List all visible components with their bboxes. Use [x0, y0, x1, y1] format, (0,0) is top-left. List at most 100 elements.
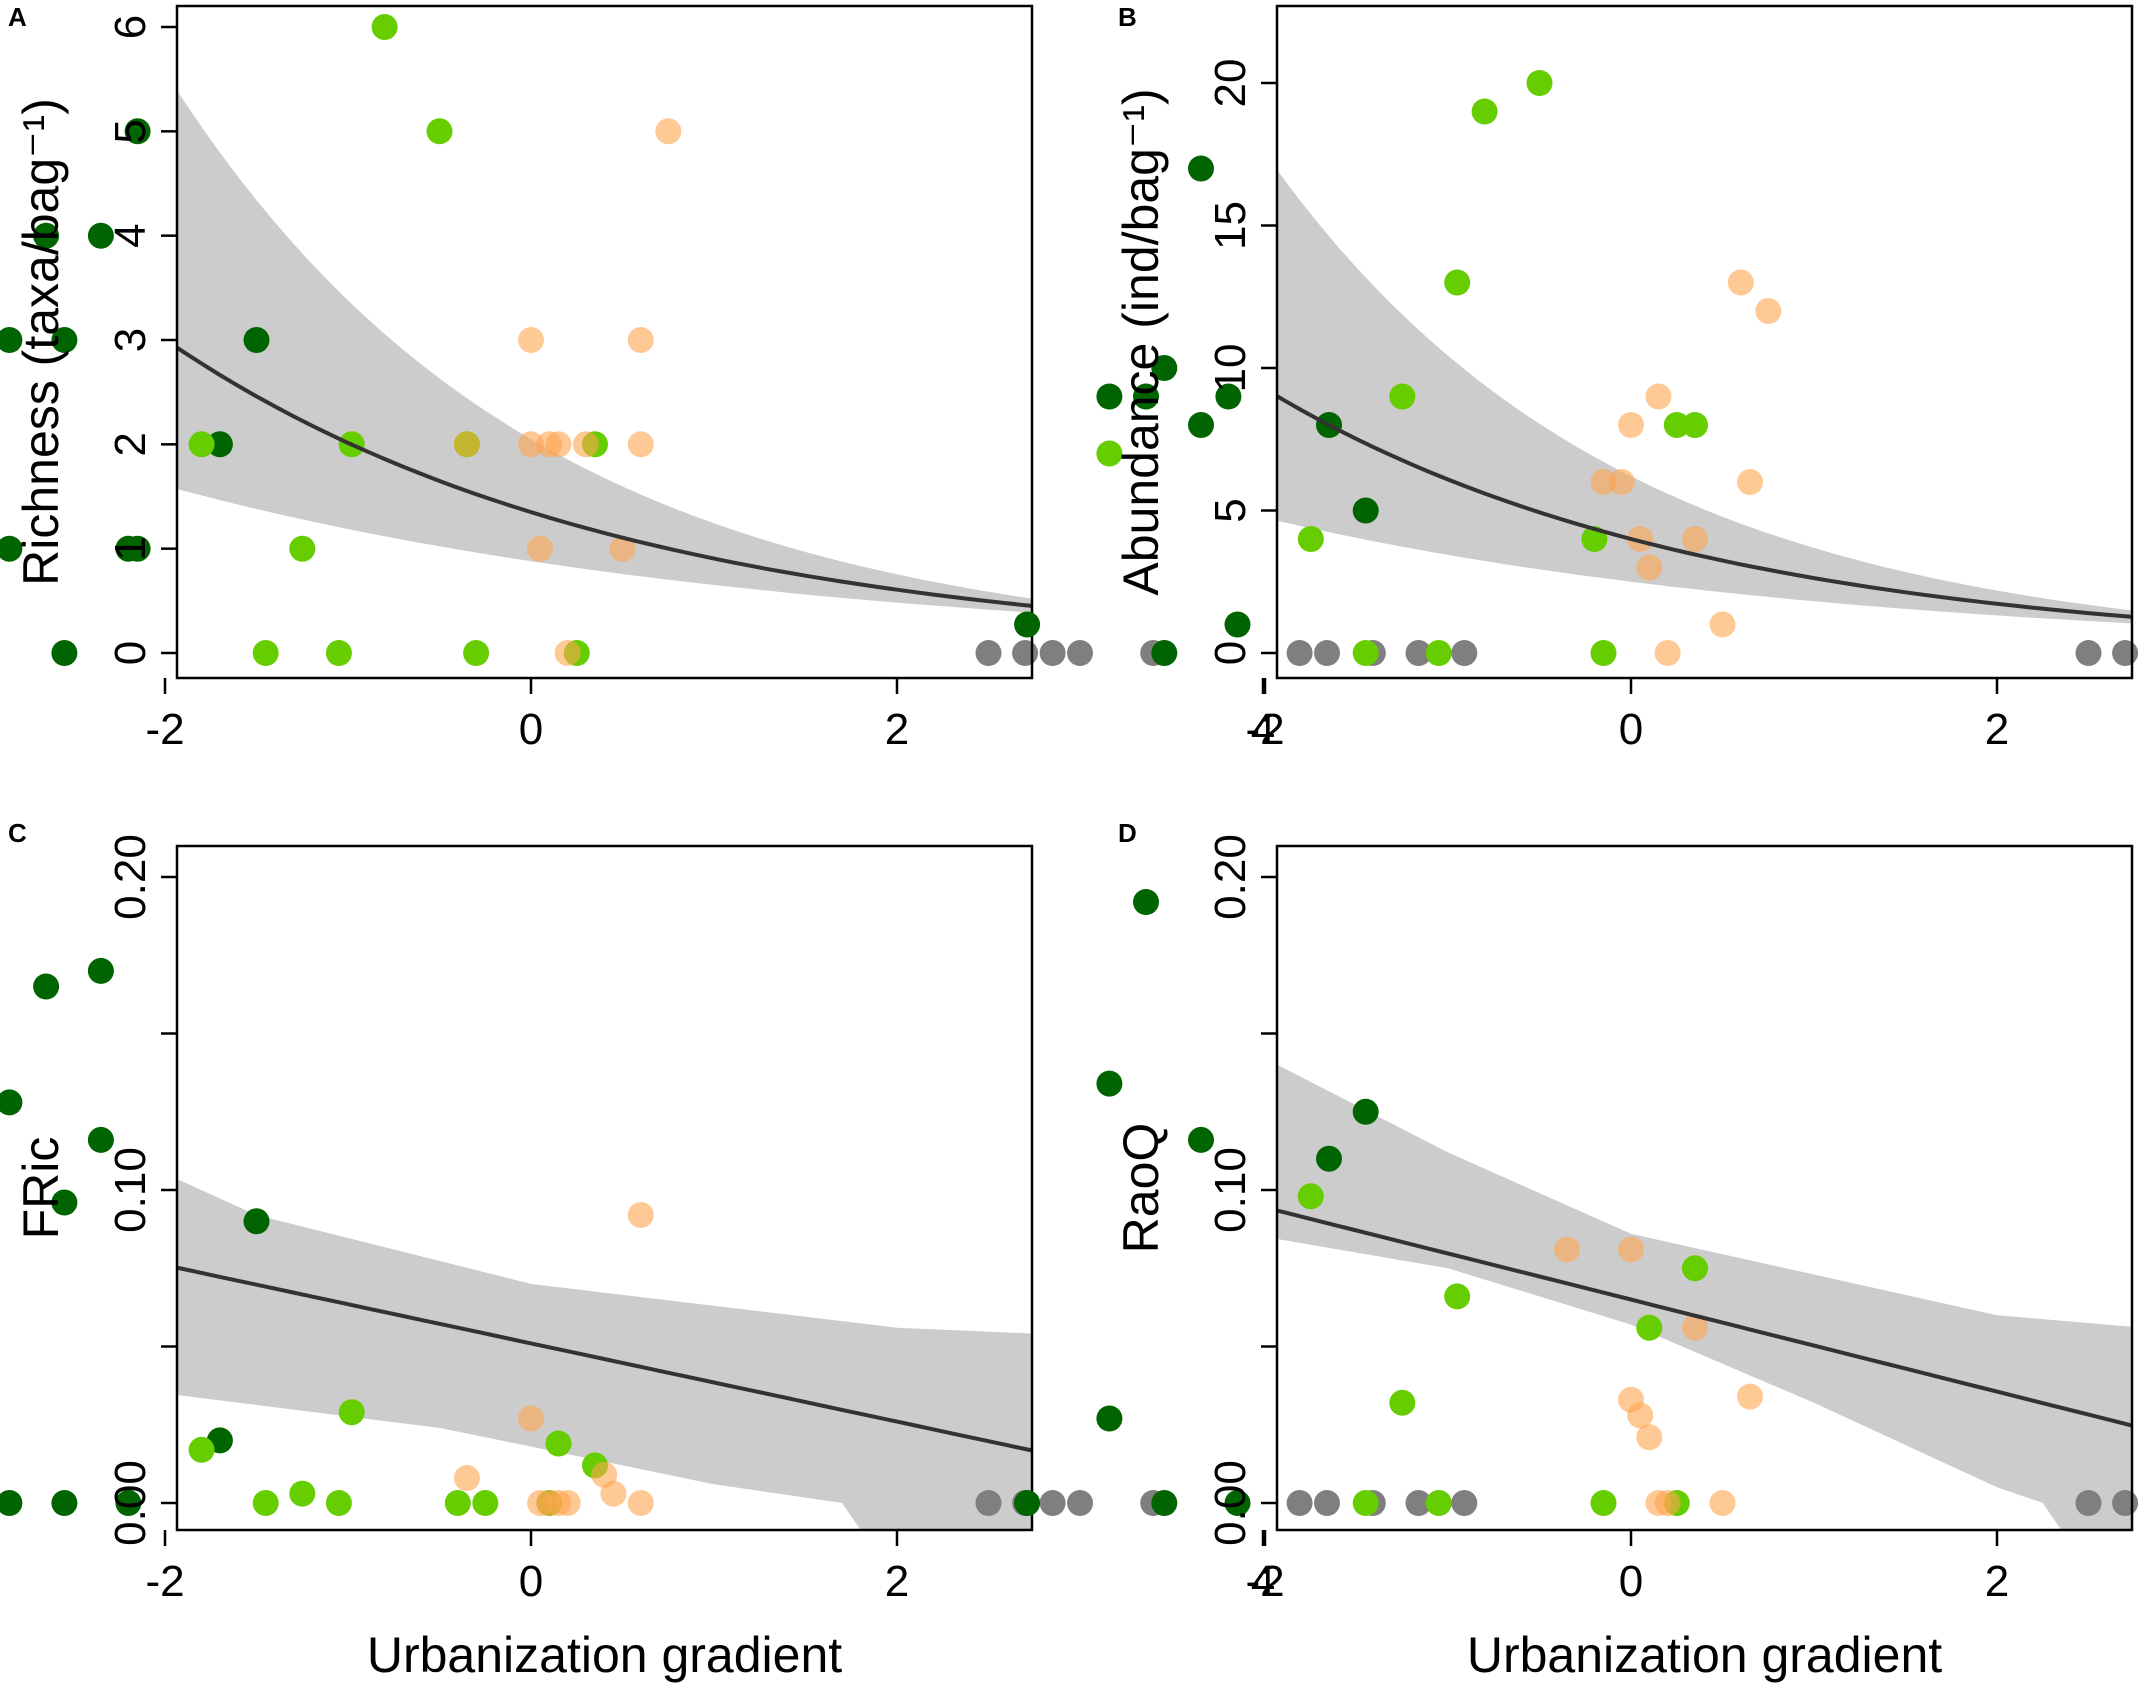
panel-a-points	[0, 14, 1478, 666]
panel-c-plot-frame	[175, 844, 1034, 1532]
panel-c-point-orange	[600, 1480, 627, 1507]
panel-d-point-dark-green	[1352, 1098, 1379, 1125]
panel-a-x-axis: -2 0 2 4	[145, 678, 1275, 754]
panel-a-point-light-green	[188, 431, 215, 458]
panel-d-x-axis-title: Urbanization gradient	[1467, 1627, 1942, 1683]
panel-c-x-tick-label: 0	[519, 1557, 543, 1606]
panel-c-point-grey	[1405, 1490, 1432, 1516]
panel-b-point-light-green	[1389, 383, 1416, 410]
panel-a-point-orange	[453, 431, 480, 458]
panel-b-point-light-green	[1297, 526, 1324, 552]
panel-a-y-axis-title: Richness (taxa/bag⁻¹)	[13, 98, 69, 586]
panel-c-point-orange	[627, 1202, 654, 1228]
panel-d-point-grey	[2112, 1490, 2138, 1516]
panel-a-x-tick-label: -2	[145, 705, 184, 754]
panel-b-ci-band-shape	[1277, 169, 2132, 624]
panel-d: D -2 0 2 4 0.00 0.10 0.20 RaoQ Urbanization g…	[1014, 818, 2138, 1683]
panel-c-point-light-green	[444, 1490, 471, 1516]
panel-b-point-grey	[2075, 640, 2102, 666]
panel-a-point-grey	[1314, 640, 1340, 666]
panel-b-point-light-green	[1682, 412, 1708, 438]
panel-b-point-dark-green	[1188, 155, 1214, 182]
panel-c-point-light-green	[545, 1430, 572, 1457]
panel-b-point-orange	[1608, 469, 1635, 495]
panel-d-y-tick-label: 0.20	[1206, 834, 1255, 920]
panel-c-point-dark-green	[87, 1126, 114, 1153]
panel-c-point-light-green	[338, 1399, 365, 1426]
panel-c-point-dark-green	[243, 1208, 270, 1235]
panel-a-point-light-green	[463, 640, 490, 666]
panel-a-plot-frame	[175, 4, 1034, 680]
panel-d-point-dark-green	[1096, 1405, 1123, 1432]
panel-c-point-grey	[1451, 1490, 1478, 1516]
panel-d-point-light-green	[1636, 1314, 1663, 1341]
panel-d-point-dark-green	[1133, 889, 1159, 915]
panel-c-point-dark-green	[51, 1490, 78, 1516]
panel-d-point-dark-green	[1224, 1490, 1251, 1516]
panel-a-point-dark-green	[0, 535, 23, 562]
panel-b-point-dark-green	[1188, 412, 1214, 438]
panel-d-y-tick-label: 0.10	[1206, 1147, 1255, 1233]
panel-c-point-dark-green	[33, 973, 60, 1000]
panel-a-point-light-green	[325, 640, 352, 666]
panel-b-point-orange	[1682, 526, 1708, 552]
panel-a-y-tick-label: 6	[106, 15, 155, 39]
panel-c-point-grey	[1067, 1490, 1093, 1516]
panel-a-x-tick-label: 2	[885, 705, 909, 754]
panel-d-point-light-green	[1425, 1490, 1452, 1516]
panel-d-point-light-green	[1352, 1490, 1379, 1516]
panel-d-x-tick-label: 2	[1985, 1557, 2009, 1606]
panel-b-y-tick-label: 0	[1206, 641, 1255, 665]
panel-a-ci-band-shape	[177, 90, 1032, 613]
panel-d-point-orange	[1627, 1402, 1654, 1429]
panel-d-point-dark-green	[1151, 1490, 1178, 1516]
panel-a-x-tick-label: 4	[1251, 705, 1275, 754]
panel-d-point-orange	[1682, 1314, 1708, 1341]
panel-d-plot-frame	[1275, 844, 2134, 1532]
panel-b-confidence-band	[1277, 169, 2132, 624]
panel-d-point-orange	[1737, 1383, 1763, 1410]
panel-a-x-tick-label: 0	[519, 705, 543, 754]
panel-b-point-light-green	[1425, 640, 1452, 666]
panel-a-point-orange	[527, 535, 554, 562]
panel-a-point-orange	[572, 431, 599, 458]
panel-d-ci-band-shape	[1277, 1064, 2132, 1530]
panel-letter-c: C	[8, 818, 27, 848]
panel-a-point-orange	[655, 118, 682, 145]
panel-a-point-grey	[1012, 640, 1039, 666]
panel-c-regression-line	[177, 1265, 1032, 1453]
panel-a-y-tick-label: 2	[106, 432, 155, 456]
panel-b-x-tick-label: -2	[1245, 705, 1284, 754]
panel-a-fit-line	[177, 345, 1032, 608]
panel-letter-d: D	[1118, 818, 1137, 848]
panel-b-points	[1014, 70, 2138, 666]
panel-b-point-light-green	[1471, 98, 1498, 125]
panel-b-point-orange	[1645, 383, 1672, 410]
panel-d-point-light-green	[1389, 1389, 1416, 1416]
panel-d-point-dark-green	[1096, 1070, 1123, 1097]
panel-b-point-dark-green	[1014, 611, 1041, 638]
panel-d-points	[1014, 889, 2138, 1516]
panel-a-point-dark-green	[0, 327, 23, 353]
panel-c-x-tick-label: -2	[145, 1557, 184, 1606]
panel-c-point-grey	[975, 1490, 1002, 1516]
panel-c-point-light-green	[325, 1490, 352, 1516]
panel-b-point-orange	[1737, 469, 1763, 495]
panel-b-x-tick-label: 0	[1619, 705, 1643, 754]
panel-a-point-dark-green	[206, 431, 233, 458]
panel-d-fit-line	[1277, 1208, 2132, 1428]
panel-a-point-grey	[1067, 640, 1093, 666]
panel-a-point-light-green	[426, 118, 453, 145]
panel-a-point-dark-green	[124, 535, 151, 562]
panel-b-y-axis: 0 5 10 15 20	[1206, 59, 1277, 665]
panel-c-point-orange	[518, 1405, 544, 1432]
panel-b-point-dark-green	[1151, 640, 1178, 666]
panel-c-points	[0, 957, 1478, 1516]
panel-c-y-axis: 0.00 0.10 0.20	[106, 834, 177, 1546]
panel-a-point-dark-green	[33, 222, 60, 249]
panel-c-point-orange	[627, 1490, 654, 1516]
panel-c-x-axis: -2 0 2 4	[145, 1530, 1275, 1606]
panel-c-y-tick-label: 0.10	[106, 1147, 155, 1233]
panel-a-point-grey	[975, 640, 1002, 666]
